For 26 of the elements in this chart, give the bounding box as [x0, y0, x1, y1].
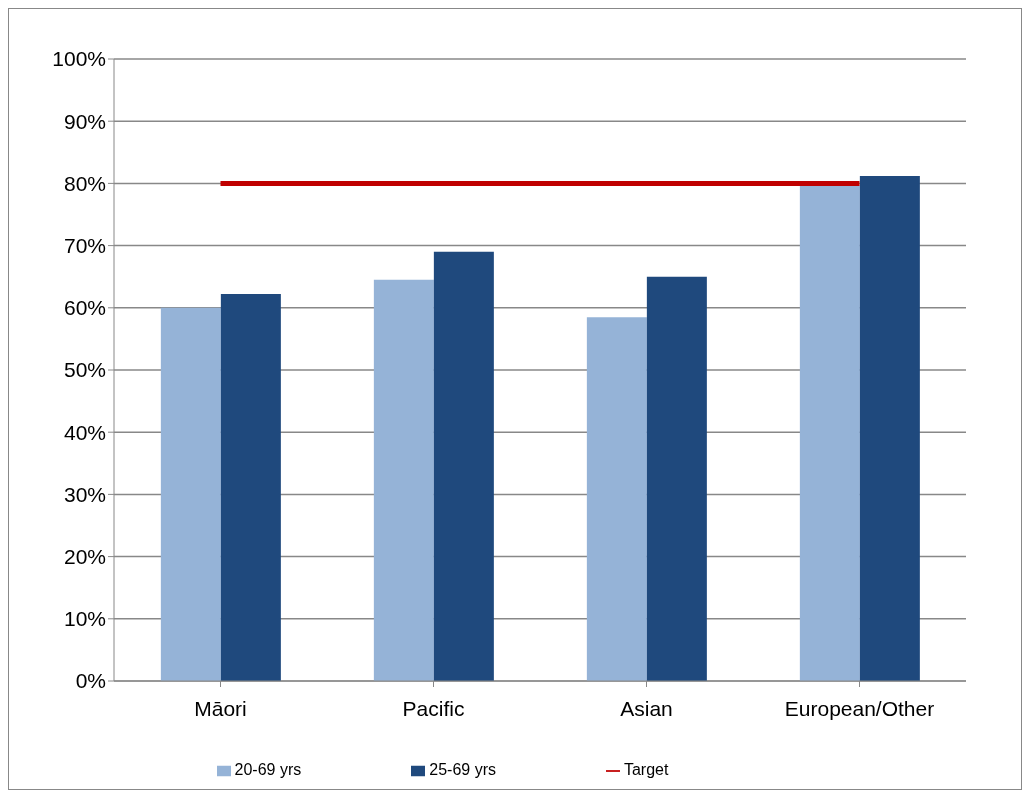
x-tick-label: European/Other — [784, 696, 935, 720]
x-tick-label: Pacific — [402, 696, 465, 720]
y-tick-label: 50% — [63, 358, 106, 382]
bar — [859, 175, 920, 681]
y-tick-label: 80% — [63, 171, 106, 195]
bar — [373, 279, 434, 681]
y-tick-label: 10% — [63, 607, 106, 631]
y-tick-label: 70% — [63, 234, 106, 258]
x-tick-label: Māori — [194, 696, 247, 720]
y-tick-label: 20% — [63, 545, 106, 569]
legend-label: Target — [623, 761, 669, 778]
bar — [220, 294, 281, 681]
y-tick-label: 100% — [52, 47, 106, 71]
y-tick-label: 90% — [63, 109, 106, 133]
y-tick-label: 0% — [75, 669, 106, 693]
bar — [586, 317, 647, 681]
y-tick-label: 30% — [63, 482, 106, 506]
legend-label: 20-69 yrs — [234, 761, 302, 778]
x-tick-label: Asian — [620, 696, 673, 720]
bar — [160, 307, 221, 681]
legend-label: 25-69 yrs — [429, 761, 496, 778]
bar — [799, 185, 860, 681]
y-tick-label: 60% — [63, 296, 106, 320]
bar — [646, 276, 707, 681]
bar — [433, 251, 494, 681]
y-tick-label: 40% — [63, 420, 106, 444]
